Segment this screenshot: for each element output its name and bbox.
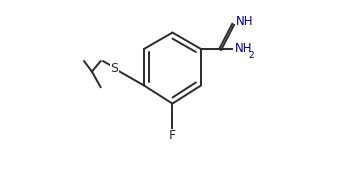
Text: S: S: [111, 62, 118, 75]
Text: F: F: [169, 129, 176, 142]
Text: NH: NH: [235, 42, 252, 55]
Text: 2: 2: [249, 51, 254, 60]
Text: NH: NH: [236, 15, 253, 28]
